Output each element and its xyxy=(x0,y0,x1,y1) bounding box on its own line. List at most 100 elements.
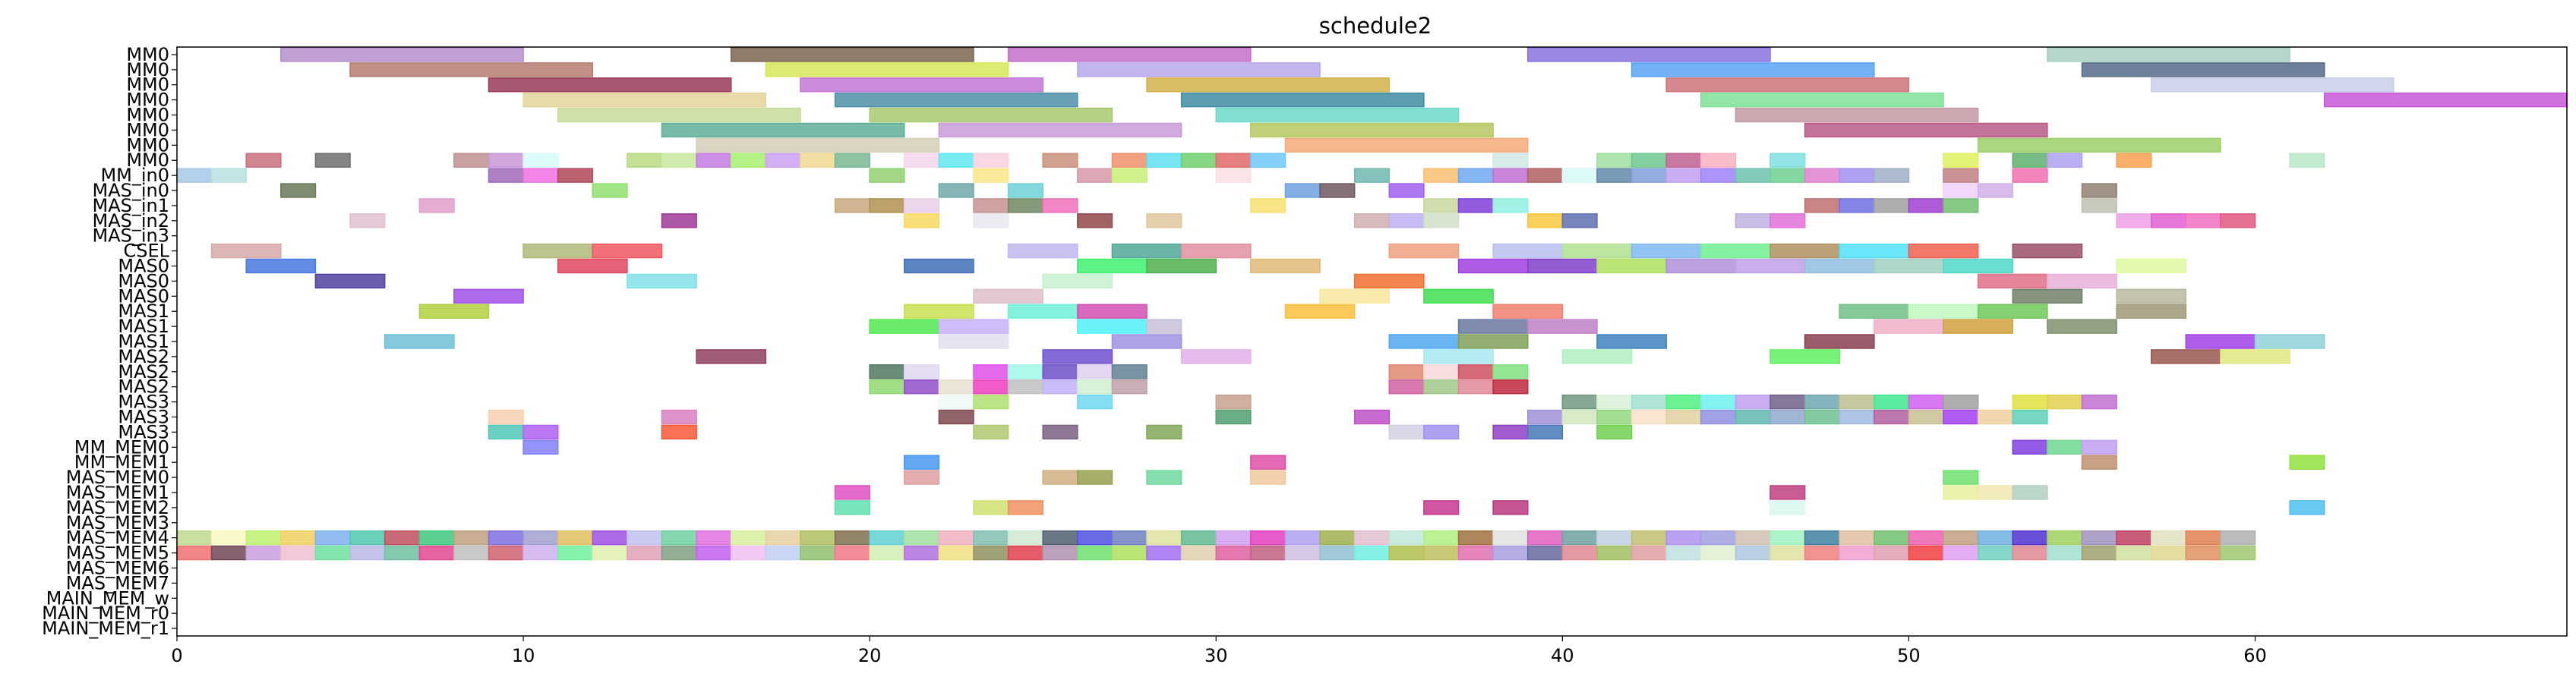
task-bar xyxy=(1874,198,1910,213)
task-bar xyxy=(627,153,663,168)
task-bar xyxy=(1492,304,1564,319)
task-bar xyxy=(1735,530,1771,546)
task-bar xyxy=(2185,545,2221,561)
task-bar xyxy=(280,530,317,546)
y-tick-label: MM0 xyxy=(126,59,169,80)
task-bar xyxy=(349,213,386,228)
task-bar xyxy=(557,545,594,561)
task-bar xyxy=(1977,183,2014,198)
task-bar xyxy=(522,168,559,183)
task-bar xyxy=(1874,530,1910,546)
task-bar xyxy=(1007,47,1252,62)
task-bar xyxy=(1423,530,1460,546)
task-bar xyxy=(1700,530,1737,546)
y-tick-label: MAIN_MEM_w xyxy=(46,587,169,609)
task-bar xyxy=(1631,243,1702,259)
y-tick-label: MM0 xyxy=(126,134,169,156)
task-bar xyxy=(1839,545,1875,561)
y-tick-label: MM0 xyxy=(126,90,169,111)
task-bar xyxy=(627,273,697,289)
task-bar xyxy=(2150,545,2187,561)
task-bar xyxy=(938,530,974,546)
task-bar xyxy=(1492,379,1529,395)
task-bar xyxy=(1457,379,1494,395)
task-bar xyxy=(1492,424,1529,440)
task-bar xyxy=(210,243,282,259)
task-bar xyxy=(592,183,628,198)
y-tick-label: MAS_MEM3 xyxy=(66,512,169,533)
task-bar xyxy=(1180,530,1217,546)
task-bar xyxy=(1077,258,1148,274)
task-bar xyxy=(1146,213,1182,228)
task-bar xyxy=(2116,545,2152,561)
y-tick-label: MAS3 xyxy=(118,421,169,442)
task-bar xyxy=(453,530,490,546)
y-tick-label: MAS_in3 xyxy=(92,225,169,247)
task-bar xyxy=(1735,258,1806,274)
task-bar xyxy=(349,545,386,561)
task-bar xyxy=(834,545,870,561)
y-tick-label: MAS2 xyxy=(118,361,169,382)
task-bar xyxy=(1908,394,1944,410)
task-bar xyxy=(1250,455,1286,470)
task-bar xyxy=(488,409,524,425)
task-bar xyxy=(1146,77,1391,93)
task-bar xyxy=(1526,319,1598,334)
task-bar xyxy=(1596,334,1667,349)
task-bar xyxy=(1700,243,1771,259)
task-bar xyxy=(2289,455,2325,470)
task-bar xyxy=(1526,409,1564,425)
task-bar xyxy=(1839,304,1910,319)
y-tick-label: CSEL xyxy=(123,241,169,262)
task-bar xyxy=(488,424,524,440)
task-bar xyxy=(2220,545,2256,561)
task-bar xyxy=(661,153,697,168)
task-bar xyxy=(938,379,974,395)
task-bar xyxy=(349,530,386,546)
task-bar xyxy=(1457,364,1494,379)
task-bar xyxy=(1146,319,1182,334)
task-bar xyxy=(1804,258,1875,274)
task-bar xyxy=(1215,394,1252,410)
task-bar xyxy=(314,530,351,546)
task-bar xyxy=(938,183,974,198)
task-bar xyxy=(2012,409,2048,425)
task-bar xyxy=(210,545,247,561)
task-bar xyxy=(1215,107,1460,123)
task-bar xyxy=(1874,394,1910,410)
y-tick-label: MAS0 xyxy=(118,285,169,307)
task-bar xyxy=(1042,545,1078,561)
task-bar xyxy=(2012,485,2048,500)
task-bar xyxy=(2185,334,2256,349)
task-bar xyxy=(1423,364,1460,379)
task-bar xyxy=(1250,470,1286,485)
task-bar xyxy=(1423,424,1460,440)
task-bar xyxy=(2150,213,2187,228)
task-bar xyxy=(869,168,905,183)
task-bar xyxy=(1423,213,1460,228)
task-bar xyxy=(1874,545,1910,561)
task-bar xyxy=(1596,394,1633,410)
task-bar xyxy=(1631,530,1667,546)
task-bar xyxy=(1042,364,1078,379)
task-bar xyxy=(522,153,559,168)
task-bar xyxy=(1007,364,1043,379)
task-bar xyxy=(1596,258,1667,274)
task-bar xyxy=(1077,470,1113,485)
task-bar xyxy=(938,153,974,168)
task-bar xyxy=(1180,545,1217,561)
y-tick-label: MM0 xyxy=(126,150,169,171)
task-bar xyxy=(1839,198,1875,213)
task-bar xyxy=(1977,273,2048,289)
task-bar xyxy=(973,198,1009,213)
task-bar xyxy=(1943,394,1979,410)
y-tick-label: MAS2 xyxy=(118,346,169,367)
task-bar xyxy=(834,500,870,515)
y-tick-label: MAS0 xyxy=(118,256,169,277)
task-bar xyxy=(1908,198,1944,213)
task-bar xyxy=(2150,530,2187,546)
task-bar xyxy=(1908,243,1979,259)
task-bar xyxy=(627,530,663,546)
task-bar xyxy=(280,183,317,198)
task-bar xyxy=(1596,409,1633,425)
